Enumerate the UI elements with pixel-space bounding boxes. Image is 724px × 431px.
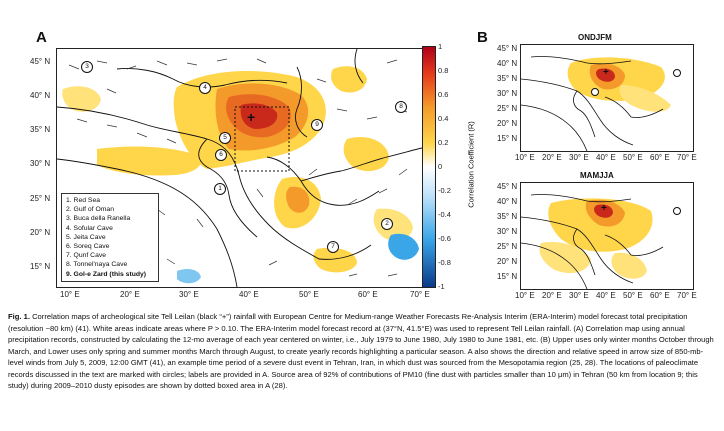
- site-legend: 1. Red Sea 2. Gulf of Oman 3. Buca della…: [61, 193, 159, 282]
- legend-item: 8. Tonnel'naya Cave: [66, 261, 128, 269]
- site-circle-marker: [673, 207, 681, 215]
- lat-label: 40° N: [497, 59, 518, 68]
- pm10-source-area-box: [234, 106, 290, 172]
- coastlines: [57, 49, 426, 287]
- lat-label: 15° N: [30, 262, 51, 271]
- lon-label: 50° E: [299, 290, 319, 299]
- legend-item: 3. Buca della Ranella: [66, 215, 131, 223]
- lon-label: 10° E: [515, 153, 535, 162]
- colorbar-tick: -0.4: [438, 210, 451, 219]
- lat-label: 35° N: [497, 212, 518, 221]
- colorbar-tick: 1: [438, 42, 443, 51]
- lon-label: 10° E: [515, 291, 535, 300]
- legend-item: 9. Gol-e Zard (this study): [66, 270, 147, 278]
- caption-text: Correlation maps of archeological site T…: [8, 312, 714, 390]
- lat-label: 15° N: [497, 272, 518, 281]
- legend-item: 2. Gulf of Oman: [66, 206, 114, 214]
- colorbar-tick: 0: [438, 162, 443, 171]
- lat-label: 25° N: [497, 104, 518, 113]
- colorbar-tick: -0.6: [438, 234, 451, 243]
- site-circle-3: 3: [81, 61, 93, 73]
- panel-a-map: + 3 4 8 9 5 6 1 2 7 1. Red Sea 2. Gulf o…: [56, 48, 427, 288]
- lon-label: 60° E: [650, 153, 670, 162]
- tell-leilan-marker: +: [247, 109, 256, 125]
- lat-label: 45° N: [497, 44, 518, 53]
- site-circle-1: 1: [214, 183, 226, 195]
- colorbar: [422, 46, 436, 288]
- lat-label: 25° N: [497, 242, 518, 251]
- lat-label: 20° N: [497, 257, 518, 266]
- site-circle-2: 2: [381, 218, 393, 230]
- lon-label: 70° E: [677, 153, 697, 162]
- lon-label: 60° E: [358, 290, 378, 299]
- lon-label: 10° E: [60, 290, 80, 299]
- lon-label: 40° E: [596, 291, 616, 300]
- lat-label: 45° N: [30, 57, 51, 66]
- colorbar-tick: -0.8: [438, 258, 451, 267]
- site-circle-4: 4: [199, 82, 211, 94]
- lat-label: 35° N: [497, 74, 518, 83]
- lon-label: 70° E: [410, 290, 430, 299]
- colorbar-tick: 0.2: [438, 138, 449, 147]
- site-circle-8: 8: [395, 101, 407, 113]
- lat-label: 25° N: [30, 194, 51, 203]
- lat-label: 20° N: [497, 119, 518, 128]
- colorbar-tick: 0.4: [438, 114, 449, 123]
- colorbar-tick: 0.6: [438, 90, 449, 99]
- lat-label: 30° N: [497, 227, 518, 236]
- lon-label: 40° E: [596, 153, 616, 162]
- figure-caption: Fig. 1. Correlation maps of archeologica…: [8, 311, 716, 392]
- caption-fig-label: Fig. 1.: [8, 312, 30, 321]
- legend-item: 5. Jeita Cave: [66, 233, 106, 241]
- colorbar-tick: -0.2: [438, 186, 451, 195]
- colorbar-tick: -1: [438, 282, 445, 291]
- lon-label: 30° E: [569, 291, 589, 300]
- panel-b-label: B: [477, 29, 488, 46]
- panel-b-bottom-map: +: [520, 182, 694, 290]
- legend-item: 7. Qunf Cave: [66, 252, 107, 260]
- correlation-field: [62, 66, 419, 284]
- lon-label: 50° E: [623, 291, 643, 300]
- panel-b-bottom-map-svg: [521, 194, 664, 289]
- lon-label: 60° E: [650, 291, 670, 300]
- site-circle-marker: [673, 69, 681, 77]
- site-circle-9: 9: [311, 119, 323, 131]
- lon-label: 20° E: [542, 291, 562, 300]
- colorbar-tick: 0.8: [438, 66, 449, 75]
- lon-label: 70° E: [677, 291, 697, 300]
- lat-label: 35° N: [30, 125, 51, 134]
- site-circle-6: 6: [215, 149, 227, 161]
- lon-label: 20° E: [542, 153, 562, 162]
- lat-label: 15° N: [497, 134, 518, 143]
- tell-leilan-marker: +: [601, 203, 607, 214]
- panel-a-label: A: [36, 29, 47, 46]
- lat-label: 45° N: [497, 182, 518, 191]
- panel-b-bottom-title: MAMJJA: [580, 171, 614, 180]
- panel-b-top-map-svg: [521, 56, 671, 151]
- lon-label: 40° E: [239, 290, 259, 299]
- lon-label: 50° E: [623, 153, 643, 162]
- lon-label: 20° E: [120, 290, 140, 299]
- lat-label: 40° N: [497, 197, 518, 206]
- lon-label: 30° E: [179, 290, 199, 299]
- lat-label: 30° N: [497, 89, 518, 98]
- legend-item: 4. Sofular Cave: [66, 224, 113, 232]
- site-circle-5: 5: [219, 132, 231, 144]
- panel-b-top-title: ONDJFM: [578, 33, 612, 42]
- site-circle-7: 7: [327, 241, 339, 253]
- panel-b-top-map: +: [520, 44, 694, 152]
- legend-item: 6. Soreq Cave: [66, 243, 110, 251]
- legend-item: 1. Red Sea: [66, 197, 101, 204]
- tell-leilan-marker: +: [603, 67, 609, 78]
- panel-a-map-svg: [57, 49, 426, 287]
- lat-label: 40° N: [30, 91, 51, 100]
- colorbar-label: Correlation Coefficient (R): [466, 121, 476, 208]
- lat-label: 20° N: [30, 228, 51, 237]
- site-circle-marker: [591, 88, 599, 96]
- lon-label: 30° E: [569, 153, 589, 162]
- lat-label: 30° N: [30, 159, 51, 168]
